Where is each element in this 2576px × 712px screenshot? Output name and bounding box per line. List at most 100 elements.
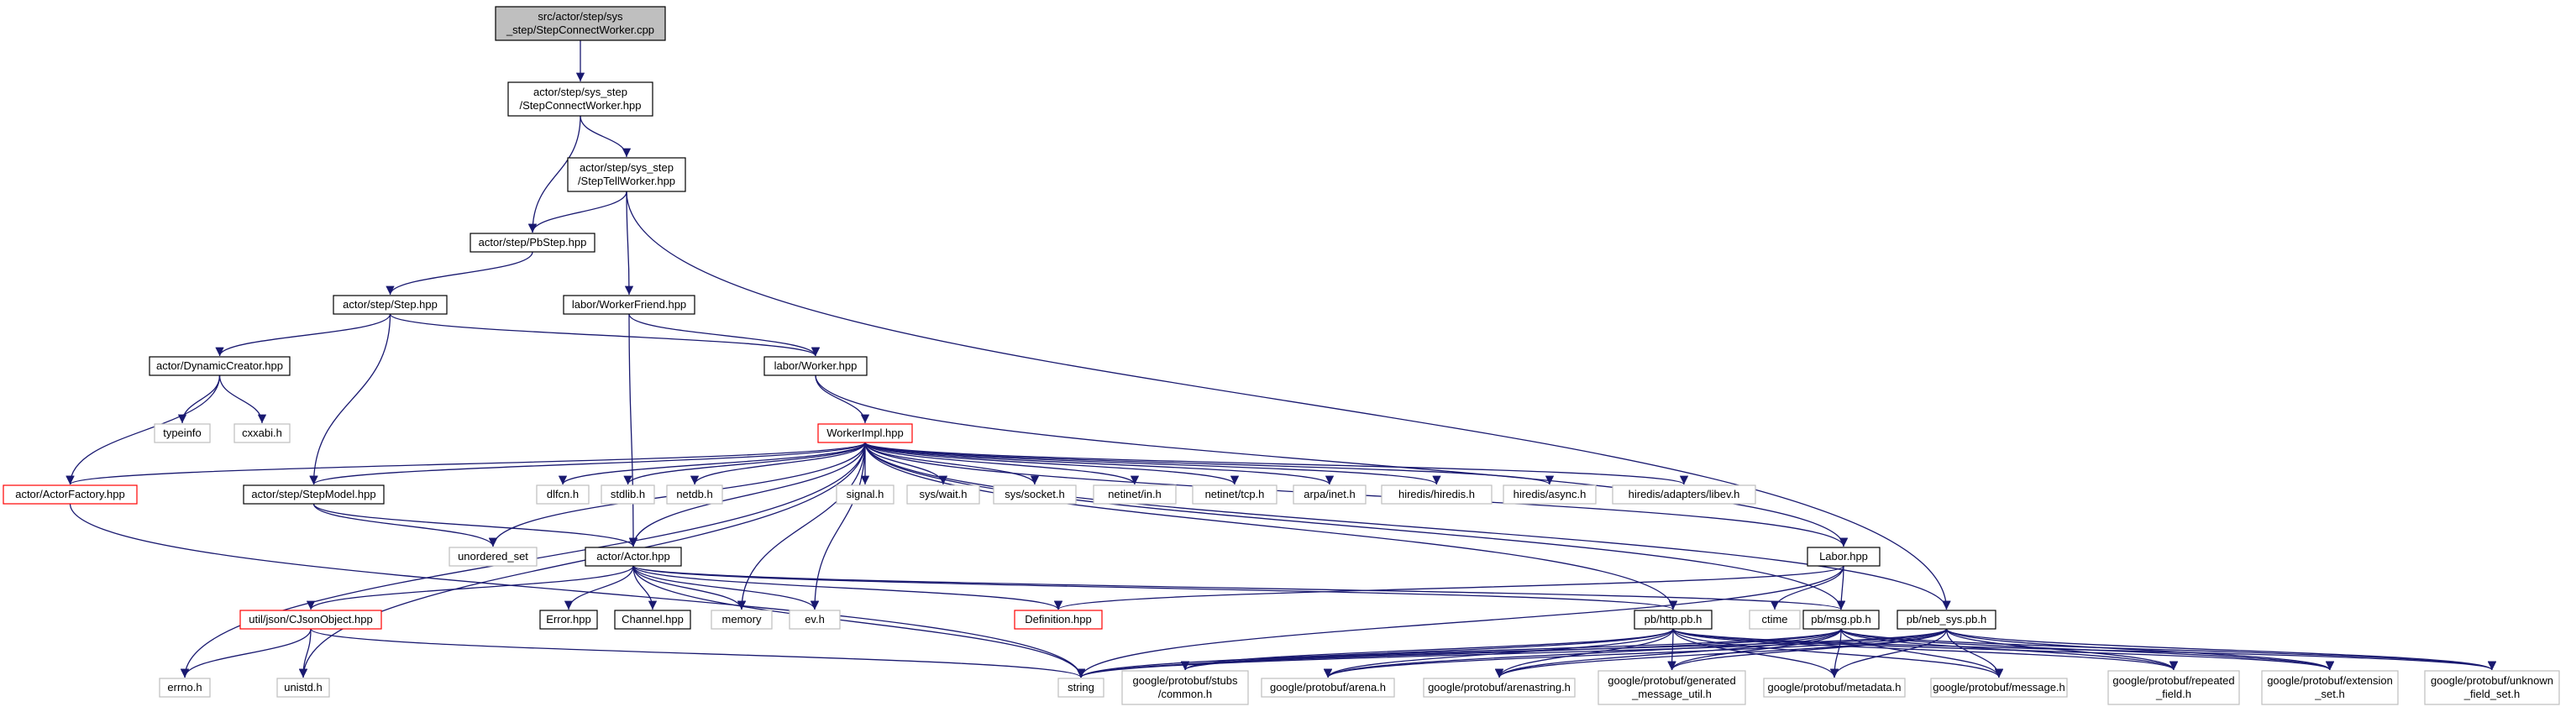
node-step[interactable]: actor/step/Step.hpp [333, 295, 448, 315]
node-errorhpp[interactable]: Error.hpp [539, 610, 598, 630]
node-dyncreator[interactable]: actor/DynamicCreator.hpp [149, 356, 291, 376]
node-ctime[interactable]: ctime [1749, 610, 1801, 630]
node-box-gp_extension [2261, 670, 2399, 705]
node-label-evh-0: ev.h [805, 613, 825, 626]
node-gp_message[interactable]: google/protobuf/message.h [1930, 678, 2068, 698]
node-cjson[interactable]: util/json/CJsonObject.hpp [239, 610, 382, 630]
node-box-dlfcn [536, 484, 590, 505]
node-syswait[interactable]: sys/wait.h [906, 484, 980, 505]
node-netdb[interactable]: netdb.h [666, 484, 723, 505]
node-netinetin[interactable]: netinet/in.h [1093, 484, 1177, 505]
node-gp_unknown[interactable]: google/protobuf/unknown_field_set.h [2424, 670, 2560, 705]
node-evh[interactable]: ev.h [789, 610, 841, 630]
node-box-gp_unknown [2424, 670, 2560, 705]
node-msgpb[interactable]: pb/msg.pb.h [1802, 610, 1880, 630]
edge-msgpb-to-gp_arenastring [1494, 628, 1842, 678]
node-typeinfo[interactable]: typeinfo [154, 423, 211, 443]
node-dlfcn[interactable]: dlfcn.h [536, 484, 590, 505]
edge-actorhpp-to-channel [632, 565, 658, 610]
edge-msgpb-to-gp_repeated [1840, 628, 2179, 671]
edge-dyncreator-to-actorfactory [66, 374, 221, 485]
node-worker[interactable]: labor/Worker.hpp [763, 356, 868, 376]
node-nebsys[interactable]: pb/neb_sys.pb.h [1897, 610, 1996, 630]
node-label-stdlib-0: stdlib.h [611, 488, 645, 500]
node-box-gp_genmsg [1598, 670, 1746, 705]
edge-cjson-to-unistd [298, 628, 312, 678]
node-label-definition-0: Definition.hpp [1025, 613, 1092, 626]
node-label-arpainet-0: arpa/inet.h [1304, 488, 1355, 500]
edge-httppb-to-string [1077, 628, 1674, 678]
node-gp_extension[interactable]: google/protobuf/extension_set.h [2261, 670, 2399, 705]
node-label-cxxabi-0: cxxabi.h [242, 427, 282, 439]
node-stw_hpp[interactable]: actor/step/sys_step/StepTellWorker.hpp [567, 157, 686, 192]
node-label-stw_hpp-1: /StepTellWorker.hpp [578, 175, 675, 187]
edge-msgpb-to-gp_common [1181, 628, 1842, 671]
node-box-gp_arenastring [1423, 678, 1576, 698]
node-label-workerfriend-0: labor/WorkerFriend.hpp [572, 298, 686, 311]
node-label-unordered_set-0: unordered_set [458, 550, 528, 563]
edge-actorhpp-to-memory [632, 565, 747, 610]
node-box-unordered_set [449, 547, 538, 567]
node-gp_common[interactable]: google/protobuf/stubs/common.h [1121, 670, 1249, 705]
node-stepmodel[interactable]: actor/step/StepModel.hpp [243, 484, 385, 505]
node-box-evh [789, 610, 841, 630]
edge-msgpb-to-string [1077, 628, 1842, 678]
node-netinettcp[interactable]: netinet/tcp.h [1192, 484, 1278, 505]
node-gp_arena[interactable]: google/protobuf/arena.h [1261, 678, 1395, 698]
node-actorfactory[interactable]: actor/ActorFactory.hpp [3, 484, 138, 505]
node-box-signal [836, 484, 895, 505]
node-gp_arenastring[interactable]: google/protobuf/arenastring.h [1423, 678, 1576, 698]
node-label-gp_common-1: /common.h [1158, 688, 1212, 700]
edge-stw_hpp-to-nebsys [626, 191, 1951, 610]
node-signal[interactable]: signal.h [836, 484, 895, 505]
node-box-gp_message [1930, 678, 2068, 698]
node-actorhpp[interactable]: actor/Actor.hpp [585, 547, 682, 567]
edge-workerimpl-to-dlfcn [558, 442, 866, 485]
node-box-dyncreator [149, 356, 291, 376]
node-scw_hpp[interactable]: actor/step/sys_step/StepConnectWorker.hp… [507, 81, 653, 117]
node-laborhpp[interactable]: Labor.hpp [1807, 547, 1881, 567]
edge-workerimpl-to-nebsys [864, 442, 1951, 610]
node-hiredisasync[interactable]: hiredis/async.h [1503, 484, 1597, 505]
edge-step-to-dyncreator [215, 313, 391, 357]
node-box-libev [1612, 484, 1756, 505]
node-workerimpl[interactable]: WorkerImpl.hpp [817, 423, 913, 443]
edge-actorhpp-to-msgpb [632, 565, 1845, 610]
edge-actorhpp-to-httppb [632, 565, 1677, 610]
node-label-gp_unknown-1: _field_set.h [2463, 688, 2521, 700]
node-label-dlfcn-0: dlfcn.h [547, 488, 579, 500]
node-unistd[interactable]: unistd.h [276, 678, 330, 698]
node-arpainet[interactable]: arpa/inet.h [1293, 484, 1367, 505]
edge-workerimpl-to-actorfactory [66, 442, 866, 485]
edge-nebsys-to-gp_arena [1324, 628, 1948, 678]
node-syssocket[interactable]: sys/socket.h [993, 484, 1077, 505]
node-stdlib[interactable]: stdlib.h [601, 484, 655, 505]
edge-workerimpl-to-unistd [298, 442, 866, 678]
node-gp_genmsg[interactable]: google/protobuf/generated_message_util.h [1598, 670, 1746, 705]
node-channel[interactable]: Channel.hpp [614, 610, 691, 630]
node-hiredis[interactable]: hiredis/hiredis.h [1381, 484, 1493, 505]
node-box-ctime [1749, 610, 1801, 630]
node-errno[interactable]: errno.h [159, 678, 211, 698]
node-label-scw_hpp-1: /StepConnectWorker.hpp [519, 99, 641, 112]
node-gp_metadata[interactable]: google/protobuf/metadata.h [1763, 678, 1906, 698]
edge-workerimpl-to-stepmodel [309, 442, 866, 485]
node-box-gp_metadata [1763, 678, 1906, 698]
node-root[interactable]: src/actor/step/sys_step/StepConnectWorke… [495, 6, 666, 41]
node-gp_repeated[interactable]: google/protobuf/repeated_field.h [2107, 670, 2240, 705]
node-definition[interactable]: Definition.hpp [1014, 610, 1103, 630]
node-workerfriend[interactable]: labor/WorkerFriend.hpp [563, 295, 695, 315]
node-memory[interactable]: memory [711, 610, 773, 630]
node-cxxabi[interactable]: cxxabi.h [233, 423, 291, 443]
node-label-ctime-0: ctime [1761, 613, 1787, 626]
node-httppb[interactable]: pb/http.pb.h [1634, 610, 1713, 630]
node-unordered_set[interactable]: unordered_set [449, 547, 538, 567]
node-pbstep[interactable]: actor/step/PbStep.hpp [470, 233, 595, 253]
node-libev[interactable]: hiredis/adapters/libev.h [1612, 484, 1756, 505]
node-box-gp_arena [1261, 678, 1395, 698]
node-label-httppb-0: pb/http.pb.h [1645, 613, 1702, 626]
node-label-gp_message-0: google/protobuf/message.h [1933, 681, 2065, 694]
node-string[interactable]: string [1057, 678, 1104, 698]
node-label-actorfactory-0: actor/ActorFactory.hpp [15, 488, 125, 500]
edge-actorhpp-to-evh [632, 565, 820, 610]
